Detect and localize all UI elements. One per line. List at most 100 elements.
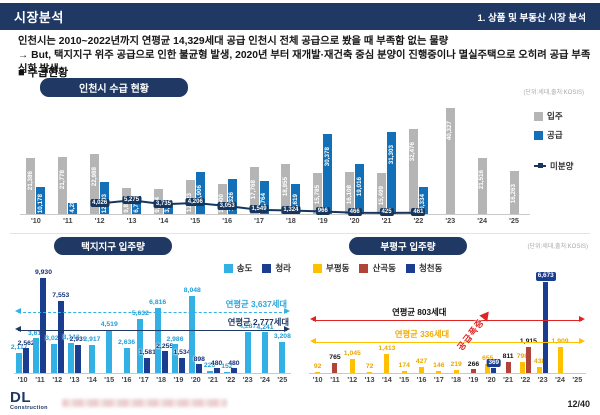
legend-marker [405, 263, 415, 273]
bar-series-0: 16,108 [345, 171, 355, 214]
bar-group: 266 '19 [465, 277, 482, 384]
x-axis-label: '25 [572, 375, 583, 384]
bar-group: 22,988 12,203 '12 [84, 104, 116, 228]
bar-group: 9,714 3,822 '14 [148, 104, 180, 228]
x-axis-label: '15 [104, 375, 115, 384]
legend-item: 미분양 [534, 160, 588, 172]
x-axis-label: '20 [190, 375, 201, 384]
bar-value-label: 898 [193, 355, 205, 363]
bar-series-0: 22,988 [90, 153, 100, 214]
bar-group: 15,499 31,303 '21 [371, 104, 403, 228]
bar-group: 226 480 '21 [204, 277, 222, 384]
x-axis-label: '20 [349, 216, 360, 225]
bar-series-1: 19,016 [355, 164, 365, 214]
x-axis-label: '10 [312, 375, 323, 384]
incheon-supply-panel: 인천시 수급 현황 (단위:세대,출처:KOSIS) 21,386 10,178 '… [12, 76, 588, 234]
bar-group: 811 '21 [499, 277, 516, 384]
incheon-supply-chart: 21,386 10,178 '10 21,778 4,283 '11 22,988 12,20… [20, 104, 530, 234]
bar-value-label: 30,378 [323, 147, 331, 167]
bar-value-label: 92 [313, 362, 322, 370]
bar-series-1: 480 [228, 360, 240, 373]
main-chart-plot: 21,386 10,178 '10 21,778 4,283 '11 22,988 12,20… [20, 104, 530, 228]
bupyeong-chart: 92'10 765'11 1,045'12 72'13 1,413'14 174'15 42… [309, 272, 586, 387]
x-axis-label: '11 [35, 375, 45, 384]
legend-marker [223, 263, 233, 273]
bar-series-1: 6,751 [132, 196, 142, 214]
bar-value-label: 40,327 [446, 121, 454, 141]
bar-group: 4,519 '15 [101, 277, 118, 384]
legend-label: 산곡동 [372, 263, 396, 273]
bar-series-1: 4,283 [68, 197, 78, 214]
bar-series-0: 6,816 [149, 299, 166, 373]
bar-value-label: 19,016 [355, 176, 363, 197]
legend-label: 공급 [547, 130, 563, 140]
bar-series-0: 2,117 [11, 344, 27, 373]
legend-label: 청라 [275, 263, 291, 273]
bar-series-0: 798 [517, 353, 528, 373]
main-chart-legend: 입주 공급 미분양 [534, 110, 588, 172]
bar-value-label: 1,534 [173, 349, 191, 357]
bar-value-label: 1,915 [519, 337, 537, 345]
bar-series-1: 10,334 [418, 186, 428, 214]
bar-series-0: 32,476 [408, 128, 418, 214]
legend-marker [534, 111, 543, 121]
x-axis-label: '22 [225, 375, 236, 384]
bar-value-label: 2,935 [69, 336, 87, 344]
x-axis-label: '24 [555, 375, 565, 384]
bar-group: 5,632 1,581 '17 [132, 277, 156, 384]
bar-series-1: 811 [503, 353, 514, 373]
legend-item: 청라 [262, 262, 291, 274]
legend-marker [534, 130, 543, 140]
x-axis-label: '16 [416, 375, 427, 384]
taekji-district-panel: 택지지구 입주량 송도 청라 2,117 2,562 '10 3,615 9,930 '11… [11, 237, 293, 389]
bar-series-1: 266 [468, 361, 479, 373]
bar-group: 798 1,915 '22 [517, 277, 537, 384]
bar-series-0: 40,327 [445, 108, 455, 214]
bar-series-2: 6,673 [535, 272, 556, 373]
bar-series-0: 15,785 [313, 172, 323, 214]
bar-value-label: 2,986 [166, 335, 184, 343]
x-axis-label: '21 [381, 216, 392, 225]
bar-series-0: 21,516 [477, 157, 487, 214]
bar-value-label: 146 [433, 362, 445, 370]
songdo-average-label: 연평균 3,637세대 [225, 299, 287, 309]
bar-group: 92 '10 [309, 277, 326, 384]
bar-group: 11,500 13,326 '16 [211, 104, 243, 228]
x-axis-label: '15 [190, 216, 201, 225]
left-chart-legend: 송도 청라 [223, 262, 291, 274]
x-axis-label: '23 [445, 216, 456, 225]
x-axis-label: '22 [413, 216, 424, 225]
bar-value-label: 3,615 [27, 329, 45, 337]
x-axis-label: '24 [477, 216, 488, 225]
bar-series-0: 21,386 [26, 158, 36, 214]
bar-group: 427 '16 [413, 277, 430, 384]
bar-series-0: 3,208 [274, 334, 291, 373]
bar-value-label: 10,334 [419, 193, 427, 213]
header-section-label: 1. 상품 및 부동산 시장 분석 [477, 12, 586, 24]
red-average-label: 연평균 803세대 [392, 307, 447, 317]
bar-series-1: 12,203 [100, 182, 110, 214]
section-label: ■ 수급현황 [18, 67, 69, 79]
bar-series-1: 3,822 [163, 197, 173, 214]
blurred-watermark-text [62, 399, 227, 407]
bar-group: 72'13 [361, 277, 378, 384]
bar-series-1: 2,562 [18, 340, 35, 373]
bar-series-2: 369 [486, 358, 502, 373]
left-chart-plot: 2,117 2,562'10 3,615 9,930'11 3,023 7,553'12 3… [11, 269, 291, 384]
bar-series-0: 9,827 [122, 188, 132, 214]
bar-group: 4,241 '24 [256, 277, 274, 384]
x-axis-label: '16 [121, 375, 132, 384]
bar-value-label: 9,930 [34, 268, 52, 276]
bar-series-1: 15,906 [195, 172, 205, 214]
legend-label: 부평동 [326, 263, 350, 273]
bar-series-0: 9,714 [153, 188, 163, 214]
bar-group: 18,955 11,619 '18 [275, 104, 307, 228]
x-axis-label: '25 [277, 375, 288, 384]
x-axis [20, 214, 530, 215]
bar-value-label: 12,923 [186, 192, 194, 213]
bar-group: 146 '17 [430, 277, 447, 384]
bar-value-label: 4,241 [256, 323, 274, 331]
yellow-average-line [310, 338, 585, 345]
intro-line-1: 인천시는 2010~2022년까지 연평균 14,329세대 공급 인천시 전체… [18, 36, 449, 47]
right-chart-legend: 부평동 산곡동 청천동 [313, 262, 442, 274]
